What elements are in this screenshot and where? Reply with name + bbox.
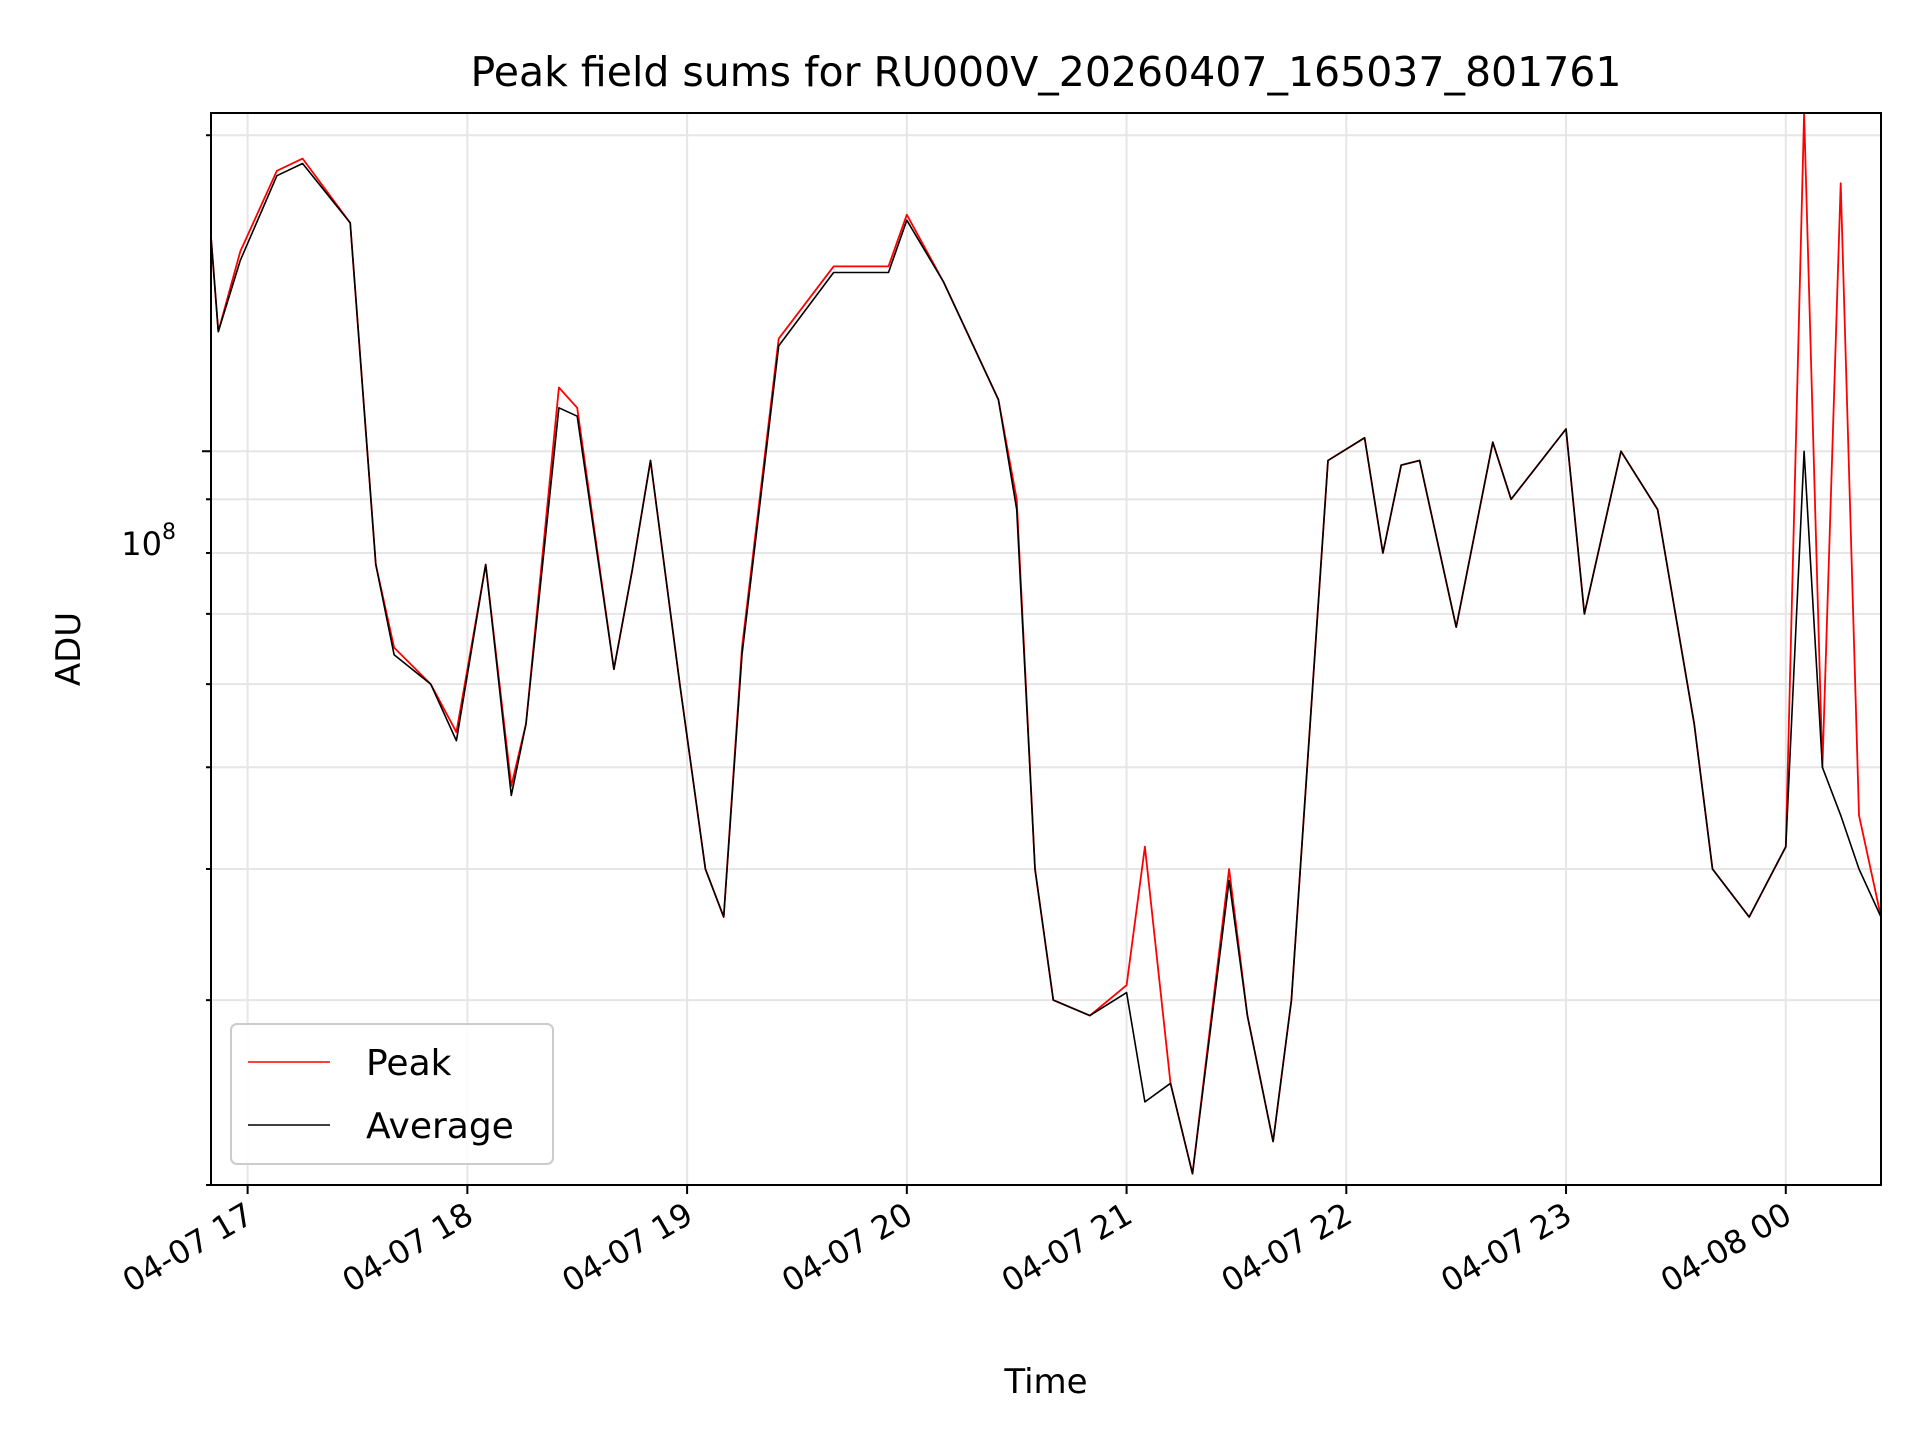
y-axis-ticks: 108 — [121, 134, 211, 1186]
legend-box — [230, 1023, 554, 1165]
legend-label-peak: Peak — [366, 1043, 452, 1084]
plot-frame — [210, 112, 1882, 1186]
legend-label-average: Average — [366, 1106, 514, 1147]
y-tick-label: 108 — [121, 520, 176, 563]
legend: Peak Average — [230, 1023, 554, 1165]
plot-series — [210, 112, 1882, 1175]
grid — [211, 113, 1881, 1186]
y-tick-exponent: 8 — [162, 520, 176, 545]
x-axis-label: Time — [1003, 1362, 1087, 1402]
series-line-average — [210, 162, 1882, 1175]
chart-title: Peak field sums for RU000V_20260407_1650… — [471, 48, 1622, 96]
y-tick-base: 10 — [121, 525, 162, 563]
y-axis-label: ADU — [49, 612, 89, 686]
